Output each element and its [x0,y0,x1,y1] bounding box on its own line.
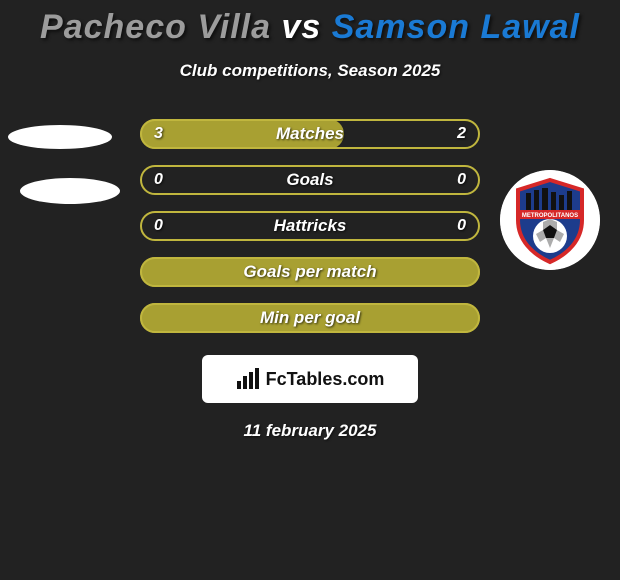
page-title: Pacheco Villa vs Samson Lawal [0,0,620,47]
title-left: Pacheco Villa [40,8,271,46]
watermark: FcTables.com [202,355,418,403]
stat-value-right: 0 [457,217,466,235]
stat-label: Goals [140,170,480,190]
stat-bar: Goals per match [140,257,480,287]
title-right: Samson Lawal [332,8,580,46]
stat-value-left: 0 [154,171,163,189]
stat-value-left: 3 [154,125,163,143]
stat-label: Goals per match [140,262,480,282]
stat-value-left: 0 [154,217,163,235]
stat-row: Min per goal [0,295,620,341]
stats-rows: Matches32Goals00Hattricks00Goals per mat… [0,111,620,341]
watermark-text: FcTables.com [266,369,385,390]
stat-bar: Goals0 0 [140,165,480,195]
stat-row: Goals per match [0,249,620,295]
stat-label: Matches [140,124,480,144]
stat-row: Goals0 0 [0,157,620,203]
date: 11 february 2025 [0,421,620,441]
stat-bar: Hattricks0 0 [140,211,480,241]
stat-bar: Matches3 2 [140,119,480,149]
stat-bar: Min per goal [140,303,480,333]
subtitle: Club competitions, Season 2025 [0,61,620,81]
stat-label: Hattricks [140,216,480,236]
title-vs: vs [271,8,332,46]
stat-label: Min per goal [140,308,480,328]
bars-icon [236,368,260,390]
stat-value-right: 2 [457,125,466,143]
stat-row: Matches3 2 [0,111,620,157]
stat-row: Hattricks0 0 [0,203,620,249]
stat-value-right: 0 [457,171,466,189]
